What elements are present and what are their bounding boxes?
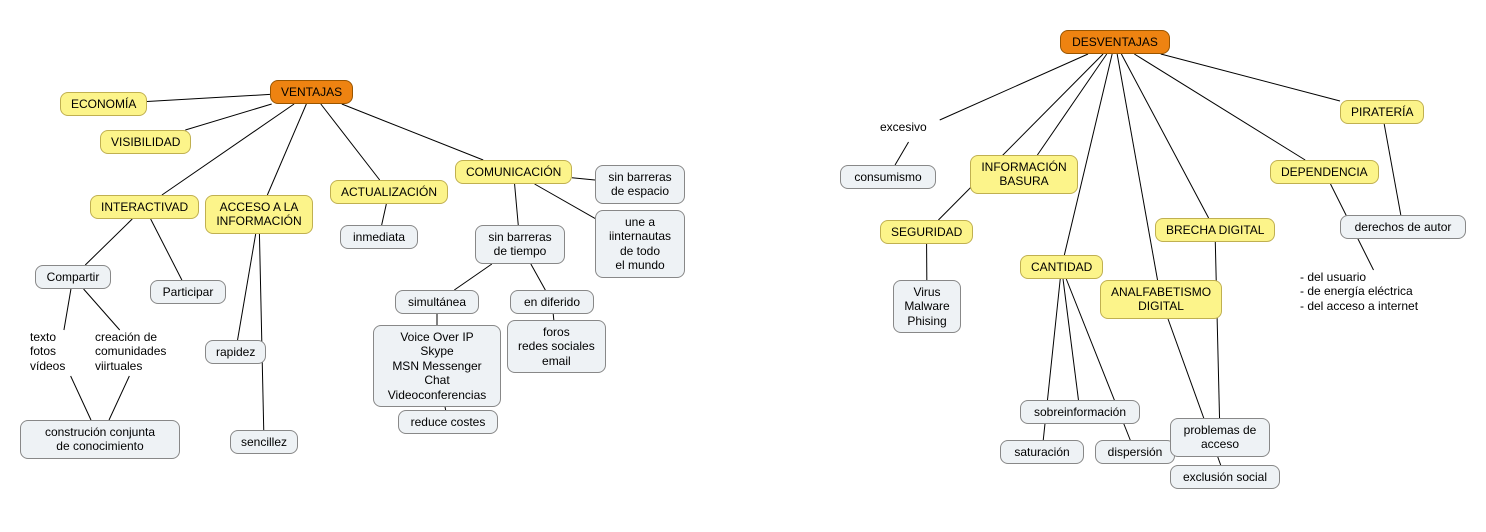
edge-v_com-v_une (535, 184, 595, 218)
edge-d_root-d_seg (938, 54, 1103, 220)
node-v_txt: texto fotos vídeos (30, 330, 90, 376)
node-v_comv: creación de comunidades viirtuales (95, 330, 185, 376)
node-d_sobre: sobreinformación (1020, 400, 1140, 424)
edge-v_root-v_acc (267, 104, 306, 195)
edge-v_root-v_econ (147, 94, 270, 101)
edge-v_inter-v_compartir (85, 219, 132, 265)
edge-v_acc-v_rapidez (238, 234, 256, 340)
node-d_deplist: - del usuario - de energía eléctrica - d… (1300, 270, 1470, 316)
node-v_act: ACTUALIZACIÓN (330, 180, 448, 204)
node-d_pir: PIRATERÍA (1340, 100, 1424, 124)
edge-d_root-d_brecha (1121, 54, 1208, 218)
edge-v_sintiempo-v_simult (454, 264, 492, 290)
edge-d_root-d_infob (1037, 54, 1106, 155)
node-v_inmediata: inmediata (340, 225, 418, 249)
edge-v_inter-v_participar (151, 219, 182, 280)
node-d_brecha: BRECHA DIGITAL (1155, 218, 1275, 242)
edge-v_comv-v_cons (109, 376, 129, 420)
edge-v_sintiempo-v_endif (531, 264, 545, 290)
node-d_virus: Virus Malware Phising (893, 280, 961, 333)
node-d_cant: CANTIDAD (1020, 255, 1103, 279)
node-v_inter: INTERACTIVAD (90, 195, 199, 219)
edge-d_pir-d_pir_l (1384, 124, 1401, 215)
node-d_root: DESVENTAJAS (1060, 30, 1170, 54)
edge-d_root-d_pir (1161, 54, 1340, 101)
node-v_simult: simultánea (395, 290, 479, 314)
node-d_pir_l: derechos de autor (1340, 215, 1466, 239)
concept-map: VENTAJASECONOMÍAVISIBILIDADINTERACTIVADA… (0, 0, 1486, 532)
node-v_vis: VISIBILIDAD (100, 130, 191, 154)
edge-v_com-v_sintiempo (515, 184, 519, 225)
edge-d_root-d_excesivo (940, 54, 1088, 120)
edge-v_txt-v_cons (71, 376, 91, 420)
node-d_dep: DEPENDENCIA (1270, 160, 1379, 184)
edge-v_root-v_com (342, 104, 483, 160)
node-d_disp: dispersión (1095, 440, 1175, 464)
node-d_excesivo: excesivo (880, 120, 950, 142)
node-v_une: une a iinternautas de todo el mundo (595, 210, 685, 278)
edge-v_com-v_sinespacio (572, 178, 595, 180)
node-d_probl: problemas de acceso (1170, 418, 1270, 457)
node-v_sinespacio: sin barreras de espacio (595, 165, 685, 204)
node-d_consum: consumismo (840, 165, 936, 189)
node-v_cons: construción conjunta de conocimiento (20, 420, 180, 459)
node-v_voip: Voice Over IP Skype MSN Messenger Chat V… (373, 325, 501, 407)
edge-v_acc-v_sencillez (259, 234, 263, 430)
edge-d_root-d_dep (1134, 54, 1305, 160)
node-v_sencillez: sencillez (230, 430, 298, 454)
edge-v_compartir-v_comv (84, 289, 120, 330)
node-v_participar: Participar (150, 280, 226, 304)
node-d_sat: saturación (1000, 440, 1084, 464)
edge-v_compartir-v_txt (64, 289, 71, 330)
edge-d_cant-d_sobre (1063, 279, 1078, 400)
node-d_analf: ANALFABETISMO DIGITAL (1100, 280, 1222, 319)
node-v_compartir: Compartir (35, 265, 111, 289)
node-v_root: VENTAJAS (270, 80, 353, 104)
node-d_infob: INFORMACIÓN BASURA (970, 155, 1078, 194)
node-d_seg: SEGURIDAD (880, 220, 973, 244)
edge-v_root-v_act (321, 104, 380, 180)
node-v_sintiempo: sin barreras de tiempo (475, 225, 565, 264)
node-v_rapidez: rapidez (205, 340, 266, 364)
node-v_foros: foros redes sociales email (507, 320, 606, 373)
edge-d_brecha-d_probl (1215, 242, 1219, 418)
edge-v_root-v_vis (185, 104, 271, 130)
node-v_acc: ACCESO A LA INFORMACIÓN (205, 195, 313, 234)
edge-v_act-v_inmediata (382, 204, 387, 225)
node-d_excl: exclusión social (1170, 465, 1280, 489)
node-v_com: COMUNICACIÓN (455, 160, 572, 184)
node-v_endif: en diferido (510, 290, 594, 314)
edge-d_excesivo-d_consum (895, 142, 909, 165)
edge-d_root-d_analf (1117, 54, 1157, 280)
node-v_econ: ECONOMÍA (60, 92, 147, 116)
node-v_redcost: reduce costes (398, 410, 498, 434)
